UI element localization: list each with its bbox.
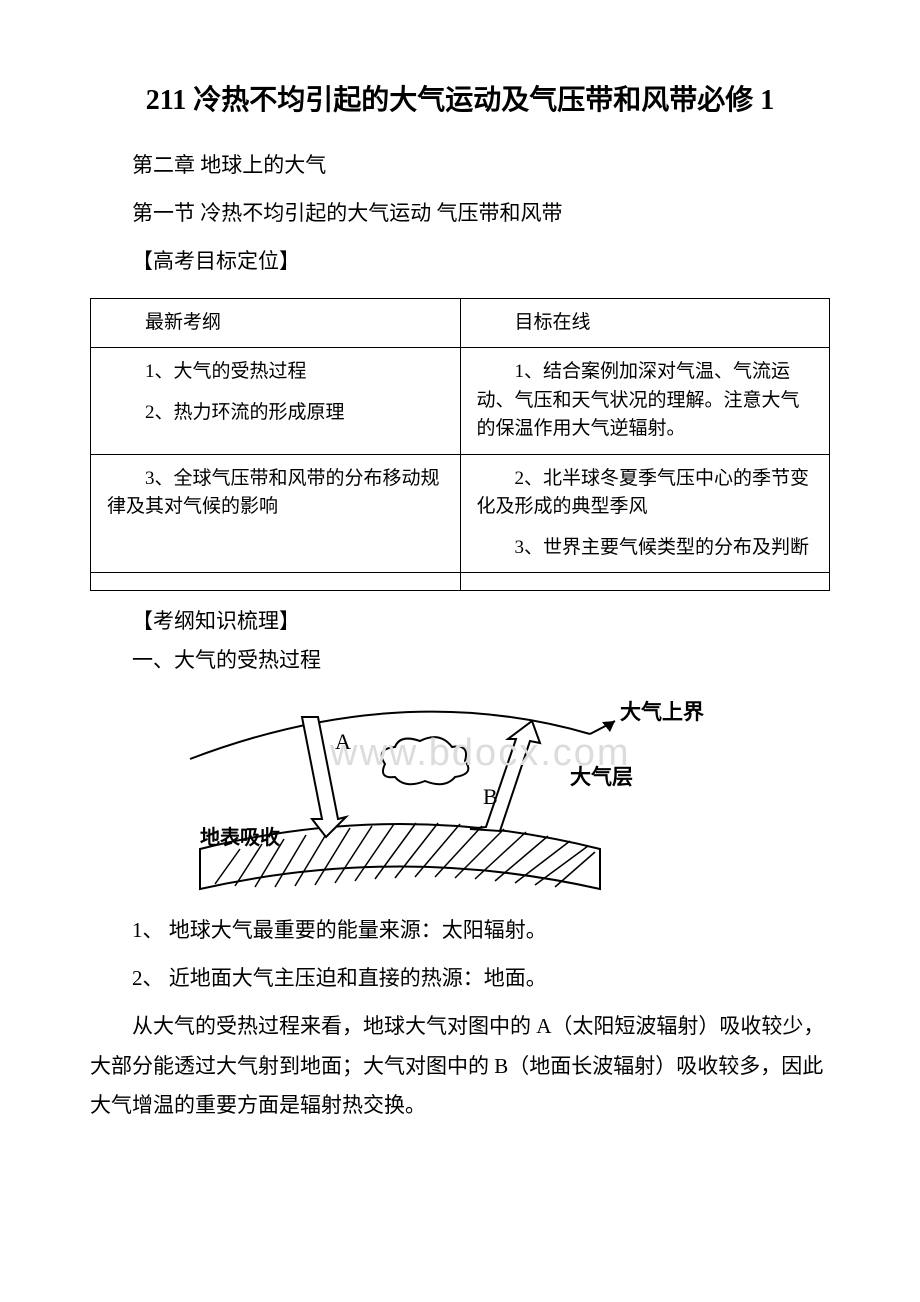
document-title: 211 冷热不均引起的大气运动及气压带和风带必修 1 <box>90 80 830 122</box>
table-header-row: 最新考纲 目标在线 <box>91 298 830 348</box>
table-cell-right: 1、结合案例加深对气温、气流运动、气压和天气状况的理解。注意大气的保温作用大气逆… <box>460 348 830 455</box>
table-row: 3、全球气压带和风带的分布移动规律及其对气候的影响 2、北半球冬夏季气压中心的季… <box>91 454 830 573</box>
empty-cell <box>91 573 461 591</box>
subheading: 一、大气的受热过程 <box>90 641 830 681</box>
empty-cell <box>460 573 830 591</box>
label-b: B <box>483 784 498 809</box>
table-cell-left: 3、全球气压带和风带的分布移动规律及其对气候的影响 <box>91 454 461 573</box>
cell-text: 2、北半球冬夏季气压中心的季节变化及形成的典型季风 <box>477 465 814 522</box>
cell-text: 3、全球气压带和风带的分布移动规律及其对气候的影响 <box>107 465 444 522</box>
table-header-left: 最新考纲 <box>91 298 461 348</box>
point-2: 2、 近地面大气主压迫和直接的热源：地面。 <box>90 959 830 999</box>
label-atmosphere-top: 大气上界 <box>620 700 704 724</box>
point-1: 1、 地球大气最重要的能量来源：太阳辐射。 <box>90 911 830 951</box>
cloud-icon <box>382 737 469 784</box>
diagram-svg: A B 大气上界 大气层 地表吸收 <box>170 689 710 899</box>
label-surface-absorb: 地表吸收 <box>200 825 280 849</box>
table-row: 1、大气的受热过程 2、热力环流的形成原理 1、结合案例加深对气温、气流运动、气… <box>91 348 830 455</box>
label-a: A <box>335 729 351 754</box>
atmosphere-diagram: A B 大气上界 大气层 地表吸收 <box>170 689 830 899</box>
objectives-table: 最新考纲 目标在线 1、大气的受热过程 2、热力环流的形成原理 1、结合案例加深… <box>90 298 830 592</box>
cell-text: 1、大气的受热过程 <box>107 358 444 387</box>
label-atmosphere-layer: 大气层 <box>570 765 633 789</box>
cell-text: 3、世界主要气候类型的分布及判断 <box>477 534 814 563</box>
table-empty-row <box>91 573 830 591</box>
arrow-b <box>470 721 540 831</box>
boxed-heading-2: 【考纲知识梳理】 <box>90 603 830 641</box>
cell-text: 2、热力环流的形成原理 <box>107 399 444 428</box>
table-cell-left: 1、大气的受热过程 2、热力环流的形成原理 <box>91 348 461 455</box>
table-header-right: 目标在线 <box>460 298 830 348</box>
chapter-line: 第二章 地球上的大气 <box>90 146 830 186</box>
boxed-heading-1: 【高考目标定位】 <box>90 242 830 282</box>
cell-text: 1、结合案例加深对气温、气流运动、气压和天气状况的理解。注意大气的保温作用大气逆… <box>477 358 814 444</box>
table-cell-right: 2、北半球冬夏季气压中心的季节变化及形成的典型季风 3、世界主要气候类型的分布及… <box>460 454 830 573</box>
section-line: 第一节 冷热不均引起的大气运动 气压带和风带 <box>90 194 830 234</box>
paragraph-3: 从大气的受热过程来看，地球大气对图中的 A（太阳短波辐射）吸收较少，大部分能透过… <box>90 1007 830 1127</box>
